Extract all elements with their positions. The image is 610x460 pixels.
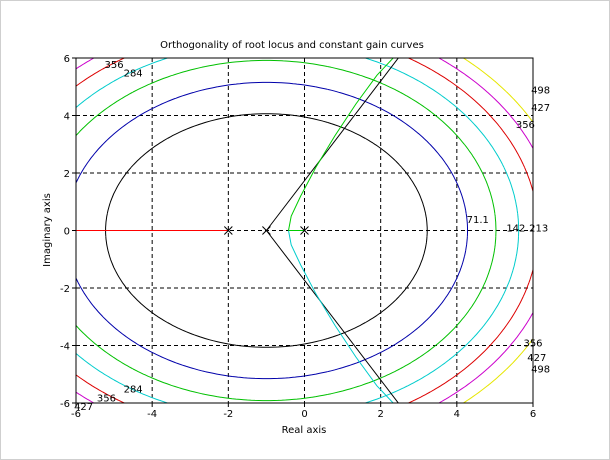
level-label: 356 <box>105 60 124 71</box>
y-tick-label: 4 <box>64 112 70 123</box>
level-label: 427 <box>531 103 550 114</box>
pole-marker <box>300 226 309 235</box>
level-label: 284 <box>124 385 143 396</box>
gain-curve-213 <box>76 59 497 402</box>
gain-curve-284 <box>76 58 520 403</box>
level-label: 498 <box>531 365 550 376</box>
pole-marker <box>262 226 271 235</box>
chart-title: Orthogonality of root locus and constant… <box>160 40 424 51</box>
x-axis-label: Real axis <box>282 425 327 436</box>
level-label: 142 <box>506 224 525 235</box>
level-label: 498 <box>531 86 550 97</box>
y-tick-label: -2 <box>60 284 70 295</box>
level-label: 71.1 <box>467 215 489 226</box>
pole-marker <box>223 226 233 235</box>
level-label: 284 <box>124 68 143 79</box>
x-tick-label: -4 <box>147 409 157 420</box>
y-tick-label: 2 <box>64 169 70 180</box>
x-tick-label: 0 <box>301 409 307 420</box>
y-tick-label: 0 <box>64 227 70 238</box>
axis-ticks: -6 -4 -2 0 2 4 6 -6 -4 -2 0 2 4 6 <box>60 54 536 420</box>
gain-curve-71.1 <box>105 113 428 348</box>
level-label: 427 <box>74 402 93 413</box>
locus-branch-asym-lower <box>266 230 399 403</box>
y-tick-label: 6 <box>64 54 70 65</box>
level-label: 356 <box>516 120 535 131</box>
x-tick-label: 2 <box>377 409 383 420</box>
grid <box>76 58 533 403</box>
level-label: 356 <box>97 393 116 404</box>
locus-branch-upper <box>288 58 394 231</box>
level-label: 213 <box>529 224 548 235</box>
gain-curve-427 <box>76 58 533 403</box>
y-tick-label: -4 <box>60 342 70 353</box>
x-tick-label: 4 <box>454 409 460 420</box>
poles <box>223 226 309 235</box>
x-tick-label: -2 <box>223 409 233 420</box>
y-axis-label: Imaginary axis <box>42 193 53 267</box>
gain-curve-356 <box>76 58 533 403</box>
gain-curve-142 <box>76 81 468 380</box>
level-label: 427 <box>527 353 546 364</box>
locus-branch-lower <box>288 230 394 403</box>
locus-branch-asym-upper <box>266 58 399 231</box>
x-tick-label: -6 <box>71 409 81 420</box>
root-locus <box>76 58 399 403</box>
x-tick-label: 6 <box>530 409 536 420</box>
y-tick-label: -6 <box>60 399 70 410</box>
